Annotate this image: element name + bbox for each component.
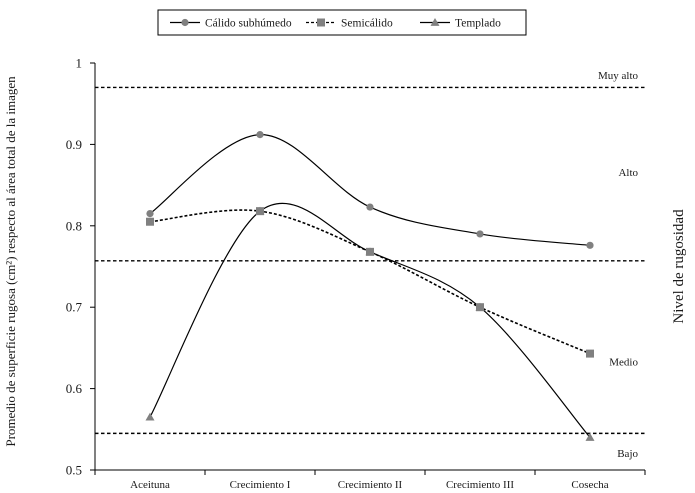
level-label: Bajo [617, 448, 638, 460]
data-point-triangle [255, 206, 265, 215]
legend-label: Templado [455, 18, 501, 30]
level-label: Muy alto [598, 70, 639, 82]
y-tick-label: 1 [76, 56, 83, 71]
legend-label: Semicálido [341, 18, 393, 30]
y-tick-label: 0.8 [66, 218, 82, 233]
legend-marker-triangle [430, 18, 440, 26]
data-point-circle [586, 241, 594, 249]
x-tick-label: Aceituna [130, 479, 170, 491]
series-line-square [149, 209, 591, 355]
data-point-circle [476, 230, 484, 238]
y-tick-label: 0.5 [66, 463, 82, 478]
series-layer [145, 131, 595, 441]
legend-label: Cálido subhúmedo [205, 18, 292, 30]
x-tick-label: Crecimiento II [338, 479, 403, 491]
legend-marker-square [317, 18, 325, 27]
axes: 0.5 0.6 0.7 0.8 0.9 1 Aceituna Crecimiento I Cre… [66, 56, 646, 491]
data-point-circle [366, 203, 374, 211]
series-line-triangle [149, 202, 591, 438]
right-axis-title: Nivel de rugosidad [671, 209, 687, 324]
legend-item: Cálido subhúmedo [170, 18, 292, 30]
level-label: Medio [609, 357, 638, 369]
data-point-triangle [585, 432, 595, 441]
data-point-circle [256, 131, 264, 139]
x-tick-label: Crecimiento I [230, 479, 291, 491]
data-point-square [146, 217, 154, 226]
legend-item: Templado [420, 18, 501, 30]
threshold-lines: Muy alto Alto Medio Bajo [95, 70, 645, 460]
legend-marker-circle [181, 18, 189, 27]
y-tick-label: 0.9 [66, 137, 82, 152]
data-point-triangle [365, 247, 375, 256]
level-label: Alto [618, 167, 638, 179]
series-line-circle [149, 134, 591, 246]
x-tick-label: Cosecha [571, 479, 608, 491]
legend: Cálido subhúmedo Semicálido Templado [157, 9, 527, 36]
x-tick-label: Crecimiento III [446, 479, 514, 491]
legend-item: Semicálido [306, 18, 393, 30]
y-tick-label: 0.7 [66, 300, 83, 315]
legend-box [157, 9, 527, 36]
data-point-triangle [475, 302, 485, 311]
y-tick-label: 0.6 [66, 381, 83, 396]
data-point-circle [146, 209, 154, 218]
y-axis-title: Promedio de superficie rugosa (cm²) resp… [3, 76, 18, 447]
data-point-triangle [145, 412, 155, 421]
data-point-square [586, 349, 594, 358]
